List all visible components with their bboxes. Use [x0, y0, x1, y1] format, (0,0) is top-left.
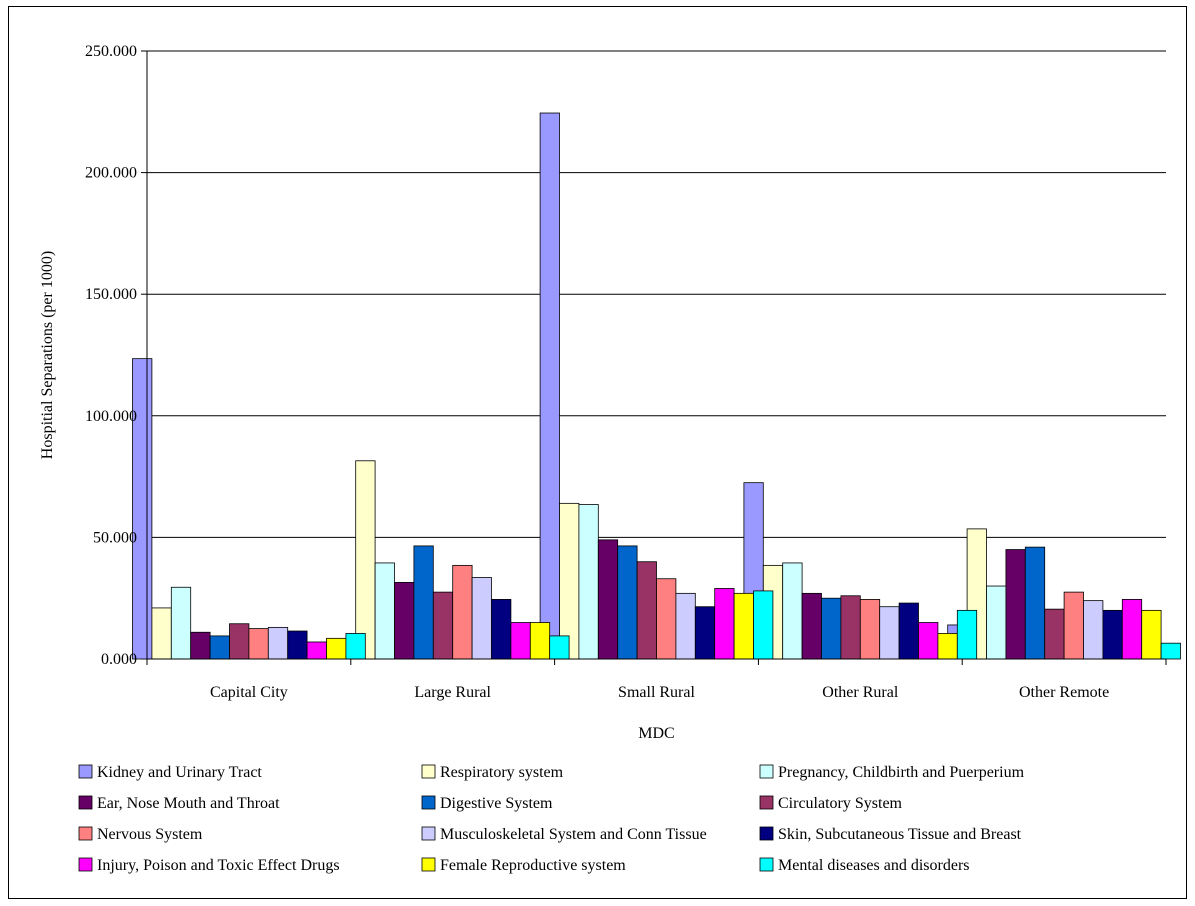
- bar: [267, 626, 289, 660]
- bar: [714, 588, 735, 660]
- legend-label: Female Reproductive system: [440, 857, 626, 874]
- bar: [151, 607, 172, 660]
- legend-label: Pregnancy, Childbirth and Puerperium: [778, 764, 1025, 781]
- bar: [374, 562, 395, 660]
- bar: [694, 606, 716, 660]
- legend-swatch: [421, 764, 436, 779]
- legend-label: Nervous System: [97, 826, 203, 843]
- bar: [190, 631, 211, 660]
- bar: [326, 637, 347, 660]
- legend-label: Musculoskeletal System and Conn Tissue: [440, 826, 707, 843]
- y-tick-label: 50.000: [93, 529, 137, 546]
- bar: [1141, 609, 1162, 660]
- bar: [782, 562, 803, 660]
- legend-label: Mental diseases and disorders: [778, 857, 970, 874]
- bar: [132, 358, 153, 660]
- bar: [355, 460, 376, 660]
- bar: [675, 592, 696, 660]
- bar: [1121, 599, 1143, 660]
- bar: [1005, 549, 1026, 660]
- legend-swatch: [421, 795, 436, 810]
- axes: [146, 51, 1167, 665]
- legend-swatch: [421, 857, 436, 872]
- bar: [898, 602, 919, 660]
- bar: [840, 595, 861, 660]
- x-axis-title: MDC: [638, 725, 674, 742]
- x-tick-label: Small Rural: [618, 684, 695, 701]
- legend-label: Skin, Subcutaneous Tissue and Breast: [778, 826, 1022, 843]
- bar: [918, 622, 939, 660]
- bar: [617, 545, 638, 660]
- y-tick-label: 100.000: [85, 408, 137, 425]
- bar: [597, 539, 619, 660]
- bar: [549, 635, 570, 660]
- legend-swatch: [759, 764, 774, 779]
- bar: [656, 578, 677, 660]
- bar: [1083, 600, 1104, 660]
- bar: [229, 623, 250, 660]
- bar: [491, 599, 512, 660]
- x-tick-labels: Capital City Large Rural Small Rural Other …: [210, 684, 1109, 701]
- legend-label: Circulatory System: [778, 795, 903, 812]
- y-tick-labels: 0.000 50.000 100.000 150.000 200.000 250.000: [85, 43, 137, 668]
- legend-label: Respiratory system: [440, 764, 564, 781]
- bar: [956, 609, 978, 660]
- x-tick-label: Other Rural: [822, 684, 899, 701]
- y-tick-label: 200.000: [85, 165, 137, 182]
- x-tick-label: Capital City: [210, 684, 288, 701]
- legend-swatch: [421, 826, 436, 841]
- legend-swatch: [759, 795, 774, 810]
- bar: [539, 112, 560, 660]
- legend-swatch: [78, 826, 93, 841]
- legend-swatch: [78, 764, 93, 779]
- gridlines: [141, 50, 1166, 660]
- legend-label: Digestive System: [440, 795, 553, 812]
- y-tick-label: 250.000: [85, 43, 137, 60]
- legend-label: Injury, Poison and Toxic Effect Drugs: [97, 857, 340, 874]
- bar: [753, 590, 774, 660]
- bar: [394, 581, 415, 660]
- bar: [413, 545, 434, 660]
- bar: [287, 630, 308, 660]
- bar: [471, 577, 492, 660]
- bar: [452, 564, 473, 660]
- bar: [1102, 609, 1123, 660]
- y-tick-label: 0.000: [101, 651, 137, 668]
- bar: [801, 592, 822, 660]
- bar: [529, 622, 551, 660]
- legend-swatch: [759, 857, 774, 872]
- bar: [209, 635, 230, 660]
- legend-swatch: [78, 857, 93, 872]
- bar: [733, 592, 754, 660]
- bar: [306, 641, 327, 660]
- x-tick-label: Large Rural: [414, 684, 491, 701]
- legend: Kidney and Urinary Tract Respiratory syst…: [78, 764, 1025, 874]
- bar: [859, 599, 881, 660]
- legend-swatch: [759, 826, 774, 841]
- bars: [132, 112, 1181, 660]
- bar: [510, 622, 531, 660]
- bar: [986, 585, 1007, 660]
- bar: [248, 628, 269, 660]
- bar: [879, 606, 900, 660]
- bar: [1044, 608, 1065, 660]
- bar: [636, 561, 657, 660]
- y-axis-title: Hospitial Separations (per 1000): [39, 251, 56, 459]
- bar: [432, 591, 454, 660]
- bar: [1063, 591, 1084, 660]
- bar: [937, 633, 958, 660]
- y-tick-label: 150.000: [85, 286, 137, 303]
- chart-frame: [8, 6, 1187, 899]
- bar: [170, 586, 192, 660]
- x-tick-label: Other Remote: [1019, 684, 1109, 701]
- legend-label: Kidney and Urinary Tract: [97, 764, 262, 781]
- legend-swatch: [78, 795, 93, 810]
- bar: [821, 597, 842, 660]
- bar: [1160, 642, 1181, 660]
- bar: [1024, 546, 1046, 660]
- legend-label: Ear, Nose Mouth and Throat: [97, 795, 280, 812]
- bar: [345, 633, 366, 660]
- bar: [578, 504, 599, 660]
